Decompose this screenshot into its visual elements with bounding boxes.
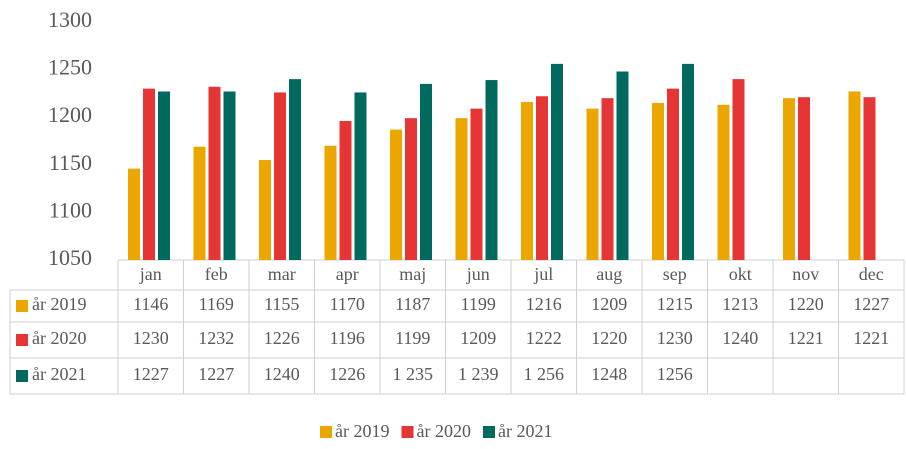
bar <box>274 92 286 260</box>
bar <box>682 63 694 260</box>
bar <box>616 71 629 260</box>
x-tick-label: sep <box>663 264 687 284</box>
row-label: år 2020 <box>32 328 86 348</box>
bar <box>339 121 352 261</box>
table-value: 1 235 <box>393 364 434 384</box>
y-tick-label: 1250 <box>48 55 92 80</box>
bar <box>208 86 221 261</box>
table-value: 1221 <box>788 328 824 348</box>
table-value: 1221 <box>853 328 889 348</box>
table-value: 1226 <box>329 364 365 384</box>
bar <box>259 160 271 260</box>
bar <box>863 97 876 260</box>
bar <box>390 129 402 260</box>
table-value: 1220 <box>591 328 627 348</box>
y-tick-label: 1200 <box>48 102 92 127</box>
legend-swatch[interactable] <box>401 426 414 438</box>
bar <box>652 102 664 260</box>
table-value: 1220 <box>788 294 824 314</box>
x-tick-label: jan <box>139 264 162 284</box>
legend-swatch[interactable] <box>320 426 332 438</box>
table-value: 1240 <box>722 328 758 348</box>
bar <box>354 92 367 260</box>
bar <box>536 96 548 260</box>
bar <box>455 118 468 260</box>
bar <box>289 79 301 261</box>
legend-label: år 2021 <box>498 421 552 441</box>
bar <box>193 146 206 260</box>
table-value: 1 256 <box>524 364 565 384</box>
table-value: 1187 <box>395 294 430 314</box>
bar <box>324 145 337 260</box>
table-value: 1230 <box>133 328 169 348</box>
bar <box>586 108 599 260</box>
y-tick-label: 1050 <box>48 245 92 270</box>
x-tick-label: okt <box>729 264 752 284</box>
table-value: 1256 <box>657 364 693 384</box>
y-tick-label: 1100 <box>49 197 92 222</box>
x-tick-label: aug <box>596 264 622 284</box>
bar <box>143 88 155 260</box>
table-value: 1209 <box>591 294 627 314</box>
table-value: 1227 <box>198 364 234 384</box>
table-value: 1196 <box>330 328 365 348</box>
legend-label: år 2020 <box>416 421 470 441</box>
table-value: 1230 <box>657 328 693 348</box>
x-tick-label: maj <box>399 264 426 284</box>
legend-swatch <box>16 334 28 346</box>
bar <box>798 97 810 260</box>
table-value: 1169 <box>199 294 234 314</box>
table-value: 1209 <box>460 328 496 348</box>
bar <box>717 104 730 260</box>
y-tick-label: 1150 <box>49 150 92 175</box>
bar <box>848 91 861 260</box>
bar <box>667 88 679 260</box>
x-tick-label: jul <box>533 264 553 284</box>
table-value: 1227 <box>133 364 169 384</box>
legend-swatch <box>16 300 28 312</box>
x-tick-label: jun <box>466 264 490 284</box>
table-value: 1155 <box>264 294 299 314</box>
x-tick-label: nov <box>792 264 819 284</box>
legend-swatch <box>16 370 28 382</box>
bar <box>601 98 614 260</box>
x-tick-label: mar <box>268 264 296 284</box>
table-value: 1248 <box>591 364 627 384</box>
x-tick-label: apr <box>336 264 359 284</box>
table-value: 1226 <box>264 328 300 348</box>
table-value: 1215 <box>657 294 693 314</box>
table-value: 1146 <box>133 294 168 314</box>
table-value: 1199 <box>461 294 496 314</box>
bar <box>405 118 417 260</box>
bar <box>128 168 140 260</box>
x-tick-label: dec <box>859 264 884 284</box>
bar <box>485 80 498 261</box>
bar <box>521 101 533 260</box>
bar <box>470 108 483 260</box>
bar <box>223 91 236 260</box>
legend-swatch[interactable] <box>482 426 495 438</box>
table-value: 1227 <box>853 294 889 314</box>
table-value: 1170 <box>330 294 365 314</box>
table-value: 1240 <box>264 364 300 384</box>
bar <box>732 79 745 261</box>
table-value: 1222 <box>526 328 562 348</box>
bar <box>158 91 170 260</box>
table-value: 1213 <box>722 294 758 314</box>
bar <box>551 63 563 260</box>
x-tick-label: feb <box>205 264 228 284</box>
bar <box>783 98 795 260</box>
legend-label: år 2019 <box>335 421 389 441</box>
table-value: 1216 <box>526 294 562 314</box>
row-label: år 2021 <box>32 364 86 384</box>
table-value: 1232 <box>198 328 234 348</box>
row-label: år 2019 <box>32 294 86 314</box>
table-value: 1 239 <box>458 364 499 384</box>
bar <box>420 83 432 260</box>
y-tick-label: 1300 <box>48 7 92 32</box>
table-value: 1199 <box>395 328 430 348</box>
